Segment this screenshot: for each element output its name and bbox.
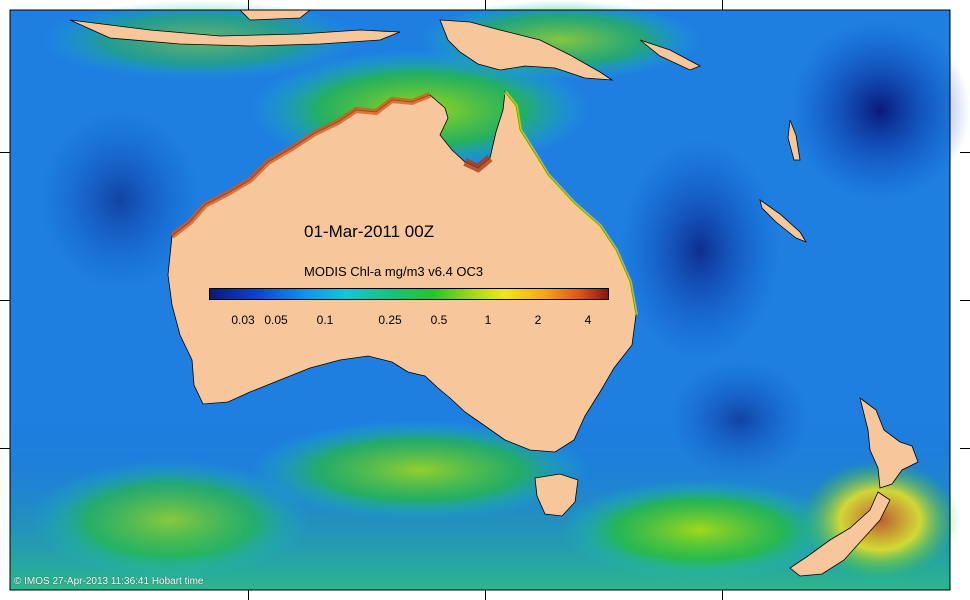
colorbar-title: MODIS Chl-a mg/m3 v6.4 OC3 <box>304 264 484 279</box>
colorbar <box>209 288 609 300</box>
axis-tick <box>722 0 723 10</box>
new-zealand-south <box>789 491 891 577</box>
map-border <box>9 9 951 591</box>
tasmania <box>534 473 579 517</box>
colorbar-tick: 1 <box>484 313 492 327</box>
colorbar-tick: 2 <box>534 313 542 327</box>
axis-tick <box>485 590 486 600</box>
colorbar-tick: 0.5 <box>430 313 448 327</box>
axis-tick <box>0 448 10 449</box>
axis-tick <box>960 152 970 153</box>
colorbar-tick: 0.1 <box>316 313 334 327</box>
colorbar-tick: 4 <box>584 313 592 327</box>
axis-tick <box>485 0 486 10</box>
colorbar-tick: 0.25 <box>378 313 402 327</box>
colorbar-tick: 0.05 <box>264 313 288 327</box>
new-caledonia <box>759 199 807 243</box>
map-timestamp: 01-Mar-2011 00Z <box>304 222 435 241</box>
axis-tick <box>722 590 723 600</box>
indonesia-islands <box>69 19 401 47</box>
axis-tick <box>960 300 970 301</box>
axis-tick <box>248 0 249 10</box>
pacific-low-chl <box>790 20 970 200</box>
new-guinea <box>439 19 614 81</box>
axis-tick <box>0 152 10 153</box>
axis-tick <box>248 590 249 600</box>
axis-tick <box>0 300 10 301</box>
new-zealand-north <box>859 397 919 489</box>
colorbar-tick: 0.03 <box>231 313 255 327</box>
axis-tick <box>960 448 970 449</box>
credit-text: © IMOS 27-Apr-2013 11:36:41 Hobart time <box>14 576 204 587</box>
